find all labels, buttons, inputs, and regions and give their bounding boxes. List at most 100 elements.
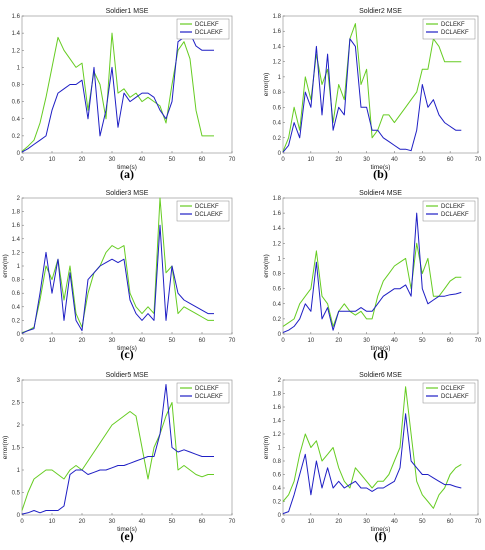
y-tick-label: 0.6 [12,100,21,106]
y-tick-label: 0.8 [273,459,282,465]
chart-title: Soldier4 MSE [359,190,402,197]
chart-panel: Soldier1 MSE 0 10 20 30 40 50 60 70 0 0.2 0.4 0.6 0.8… [12,8,236,181]
y-tick-label: 1.8 [273,392,282,398]
y-tick-label: 0.2 [273,317,282,323]
panel-caption: (e) [120,529,133,543]
y-tick-label: 1.6 [273,29,282,35]
x-tick-label: 20 [335,338,342,344]
x-tick-label: 30 [109,157,116,163]
y-tick-label: 1 [278,446,282,452]
x-axis-label: time(s) [117,345,137,352]
legend-label: DCLEKF [441,22,465,28]
y-tick-label: 1.4 [273,419,282,425]
panel-caption: (a) [120,167,134,181]
x-tick-label: 30 [109,519,116,525]
x-axis-label: time(s) [371,164,391,171]
x-tick-label: 60 [199,519,206,525]
legend-label: DCLEKF [195,204,219,210]
y-tick-label: 1.2 [273,241,282,247]
x-tick-label: 50 [169,519,176,525]
y-tick-label: 0.8 [12,278,21,284]
series-line-dclekf [21,402,214,511]
x-tick-label: 0 [281,519,285,525]
y-tick-label: 1.2 [12,250,21,256]
y-tick-label: 1.8 [12,210,21,216]
panel-caption: (b) [373,167,388,181]
y-tick-label: 1 [17,65,21,71]
y-tick-label: 0.4 [273,121,282,127]
y-tick-label: 0.6 [12,291,21,297]
series-line-dclaekf [282,413,462,515]
x-tick-label: 60 [447,338,454,344]
x-tick-label: 50 [169,338,176,344]
x-axis-label: time(s) [371,526,391,533]
legend-label: DCLAEKF [441,30,469,36]
y-tick-label: 0.6 [273,105,282,111]
x-tick-label: 20 [335,157,342,163]
x-tick-label: 60 [199,157,206,163]
chart-title: Soldier6 MSE [359,372,402,379]
x-tick-label: 10 [49,157,56,163]
x-tick-label: 20 [79,338,86,344]
x-tick-label: 0 [20,338,24,344]
legend-label: DCLAEKF [441,394,469,400]
y-axis-label: error(m) [2,254,9,277]
series-line-dclekf [21,32,214,152]
y-tick-label: 0 [17,332,21,338]
panel-caption: (d) [373,347,388,361]
chart-panel: Soldier5 MSE 0 10 20 30 40 50 60 70 0 0.5 1 1.5 2 2.5 3… [2,372,236,543]
legend-label: DCLEKF [441,386,465,392]
x-tick-label: 10 [49,519,56,525]
x-tick-label: 40 [391,519,398,525]
y-tick-label: 0.2 [12,318,21,324]
y-tick-label: 1.8 [273,196,282,202]
y-tick-label: 0.5 [12,491,21,497]
series-line-dclaekf [282,212,462,333]
y-tick-label: 3 [17,378,21,384]
chart-title: Soldier5 MSE [106,372,149,379]
x-tick-label: 70 [475,519,482,525]
x-tick-label: 0 [281,338,285,344]
legend-label: DCLEKF [195,22,219,28]
x-tick-label: 10 [308,519,315,525]
y-tick-label: 1.6 [273,211,282,217]
x-tick-label: 40 [391,157,398,163]
x-tick-label: 50 [419,338,426,344]
y-tick-label: 1.6 [12,14,21,20]
y-tick-label: 1.2 [273,60,282,66]
y-tick-label: 0.8 [273,272,282,278]
panel-caption: (c) [120,347,133,361]
y-tick-label: 1.2 [12,48,21,54]
y-tick-label: 0.2 [12,134,21,140]
chart-panel: Soldier4 MSE 0 10 20 30 40 50 60 70 0 0.2 0.4 0.6 0.8… [263,190,482,361]
x-tick-label: 70 [229,519,236,525]
y-axis-label: error(m) [263,254,270,277]
y-tick-label: 0.4 [12,305,21,311]
x-tick-label: 30 [109,338,116,344]
y-axis-label: error(m) [263,436,270,459]
y-tick-label: 2.5 [12,401,21,407]
x-tick-label: 10 [308,157,315,163]
y-tick-label: 0.2 [273,136,282,142]
x-tick-label: 20 [79,157,86,163]
y-tick-label: 1.4 [273,44,282,50]
y-tick-label: 0.8 [273,90,282,96]
x-tick-label: 60 [447,157,454,163]
x-axis-label: time(s) [117,164,137,171]
series-line-dclaekf [282,38,462,153]
y-tick-label: 1 [278,75,282,81]
x-axis-label: time(s) [117,526,137,533]
x-tick-label: 40 [139,338,146,344]
x-tick-label: 0 [20,519,24,525]
x-tick-label: 10 [308,338,315,344]
y-tick-label: 1 [17,468,21,474]
x-tick-label: 70 [475,157,482,163]
series-line-dclaekf [21,224,214,334]
y-tick-label: 1.4 [273,226,282,232]
y-tick-label: 0.6 [273,473,282,479]
chart-title: Soldier1 MSE [106,8,149,15]
x-tick-label: 70 [229,338,236,344]
y-tick-label: 0.4 [273,302,282,308]
x-tick-label: 60 [199,338,206,344]
y-tick-label: 0 [17,513,21,519]
